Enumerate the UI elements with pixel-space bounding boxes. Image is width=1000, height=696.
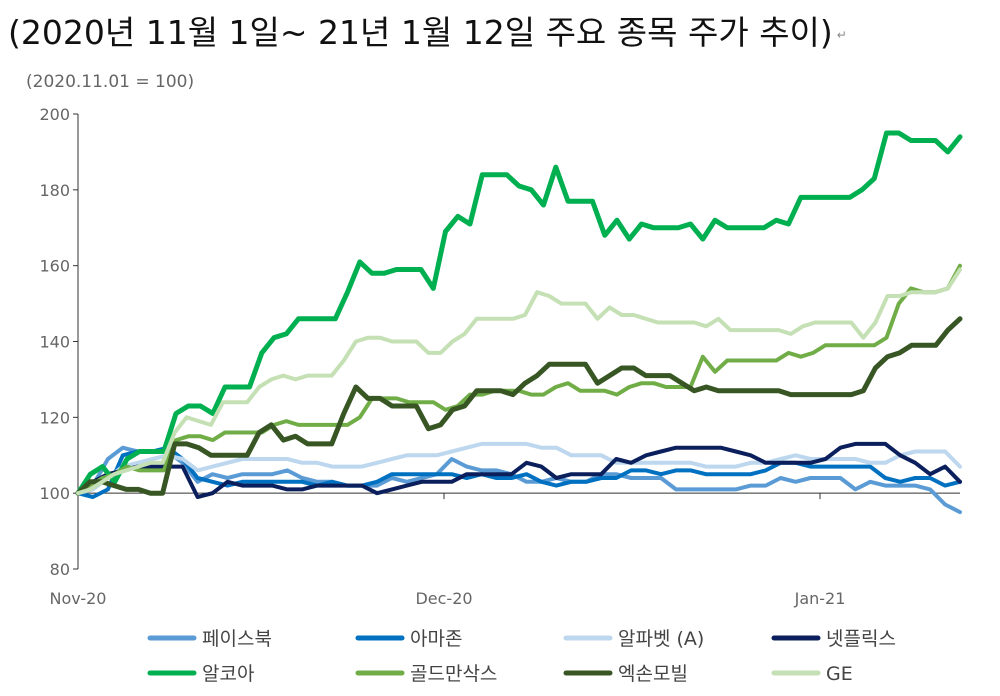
series-line-5 (75, 130, 963, 496)
paragraph-mark-icon: ↵ (836, 27, 847, 42)
series-line-3 (76, 441, 962, 496)
y-tick-label: 180 (39, 181, 70, 200)
legend-label: 엑손모빌 (618, 663, 688, 685)
chart-axes: 80 100 120 140 160 180 200 Nov-20 Dec-20 Jan-21 (39, 105, 960, 608)
page-title: (2020년 11월 1일~ 21년 1월 12일 주요 종목 주가 추이) ↵ (8, 6, 847, 54)
chart-subtitle: (2020.11.01 = 100) (26, 72, 195, 92)
legend-label: 알코아 (202, 663, 254, 685)
legend-label: 알파벳 (A) (618, 628, 704, 650)
legend-label: 골드만삭스 (410, 663, 497, 685)
y-tick-label: 140 (39, 333, 70, 352)
series-line-4 (76, 441, 962, 499)
chart-series-group (75, 130, 963, 515)
x-tick-label: Dec-20 (415, 589, 472, 608)
legend-label: GE (826, 663, 853, 685)
series-line-8 (76, 267, 962, 496)
x-tick-label: Jan-21 (794, 589, 846, 608)
page-title-text: (2020년 11월 1일~ 21년 1월 12일 주요 종목 주가 추이) (8, 13, 833, 52)
legend-label: 넷플릭스 (826, 628, 896, 650)
y-tick-label: 80 (50, 560, 70, 579)
y-tick-label: 120 (39, 408, 70, 427)
legend-label: 아마존 (410, 628, 462, 650)
y-tick-label: 100 (39, 484, 70, 503)
series-line-7 (75, 316, 963, 496)
x-tick-label: Nov-20 (50, 589, 107, 608)
legend-label: 페이스북 (202, 628, 272, 650)
y-tick-label: 200 (39, 105, 70, 124)
y-tick-label: 160 (39, 257, 70, 276)
